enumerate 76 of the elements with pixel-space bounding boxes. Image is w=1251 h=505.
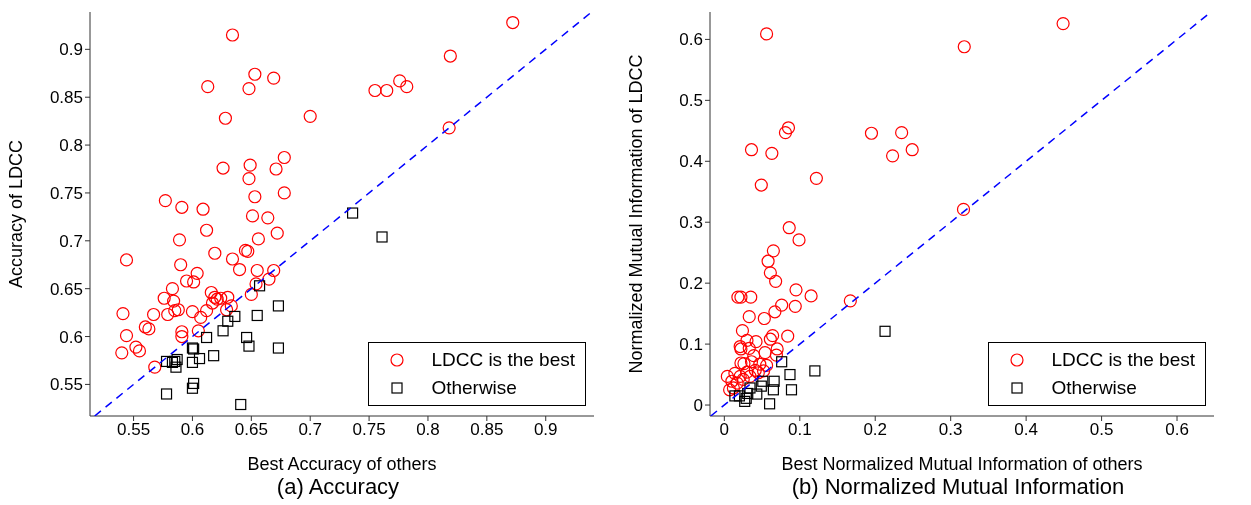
y-tick-label: 0.9 [59,40,83,60]
legend-label: LDCC is the best [1051,349,1195,371]
point [241,331,253,344]
point [186,382,199,394]
x-tick-label: 0.9 [533,420,558,440]
point [744,382,756,394]
x-tick-label: 0.8 [416,420,440,440]
point [776,356,788,368]
point [253,280,266,292]
point [767,384,779,396]
point [208,350,220,362]
y-axis-title: Normalized Mutual Information of LDCC [626,54,647,374]
x-tick-label: 0.55 [117,420,151,440]
x-tick-label: 0.85 [470,420,504,440]
y-tick-label: 0.7 [59,231,83,251]
point [170,361,182,373]
text: (b) Normalized Mutual Information [790,474,1126,500]
point [160,388,173,400]
point [243,340,255,352]
point [188,377,200,390]
y-tick-label: 0.8 [59,136,83,156]
y-tick-label: 0.2 [679,274,703,294]
point [751,388,763,400]
point [347,207,359,219]
point [879,325,891,337]
x-tick-label: 0.6 [1165,420,1189,440]
point [272,300,285,312]
x-tick-label: 0.7 [298,420,323,440]
legend-label: Otherwise [431,377,517,399]
legend-label: LDCC is the best [431,349,575,371]
x-tick-label: 0.6 [180,420,205,440]
x-tick-label: 0.75 [352,420,386,440]
y-tick-label: 0 [693,396,703,416]
y-tick-label: 0.6 [679,30,703,50]
point [222,315,234,327]
point [376,231,388,243]
legend-label: Otherwise [1051,377,1137,399]
point [200,331,213,344]
x-axis-title: Best Normalized Mutual Information of others [781,454,1143,474]
point [755,380,767,392]
point [733,390,746,402]
x-tick-label: 0.1 [787,420,812,440]
y-tick-label: 0.4 [679,152,703,172]
x-axis-title: Best Accuracy of others [247,454,437,474]
y-tick-label: 0.65 [49,279,83,299]
y-tick-label: 0.5 [679,91,703,111]
point [251,309,263,322]
y-tick-label: 0.55 [49,375,83,395]
text: (a) Accuracy [275,474,401,500]
y-axis-title: Accuracy of LDCC [6,139,27,289]
point [729,390,741,402]
point [186,356,199,368]
x-tick-label: 0.65 [234,420,268,440]
point [809,365,821,377]
point [768,375,780,387]
point [217,325,229,337]
x-tick-label: 0.5 [1089,420,1114,440]
y-tick-label: 0.6 [59,327,83,347]
point [272,342,285,354]
x-tick-label: 0.4 [1014,420,1038,440]
y-tick-label: 0.3 [679,213,703,233]
point [742,387,754,400]
point [784,368,796,381]
point [160,355,173,368]
point [235,398,247,411]
point [757,375,769,387]
x-tick-label: 0.3 [938,420,963,440]
point [785,384,798,396]
x-tick-label: 0.2 [863,420,888,440]
y-tick-label: 0.75 [49,183,83,203]
y-tick-label: 0.1 [679,335,703,355]
point [193,352,206,365]
point [764,398,776,410]
y-tick-label: 0.85 [49,88,83,108]
point [229,310,241,323]
x-tick-label: 0 [719,420,730,440]
